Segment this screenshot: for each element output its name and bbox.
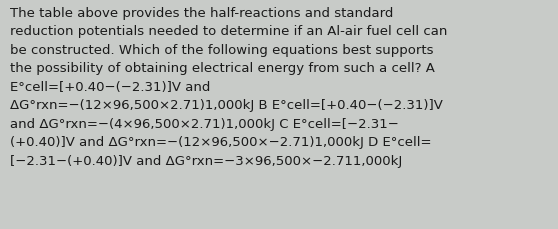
Text: The table above provides the half-reactions and standard
reduction potentials ne: The table above provides the half-reacti… [10,7,448,167]
